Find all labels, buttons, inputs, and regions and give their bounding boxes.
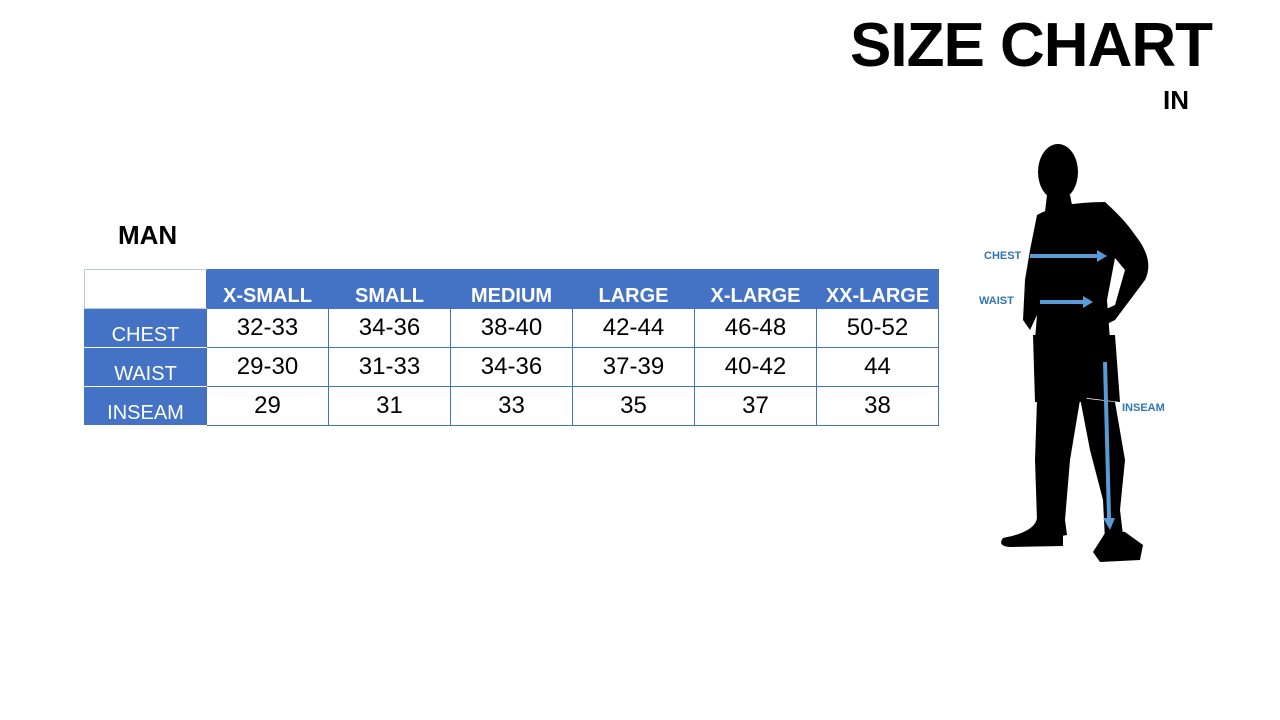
section-title: MAN: [118, 220, 178, 250]
waist-label: WAIST: [979, 295, 1014, 307]
cell: 46-48: [694, 308, 817, 348]
table-row: CHEST 32-33 34-36 38-40 42-44 46-48 50-5…: [84, 308, 939, 348]
cell: 29-30: [206, 347, 329, 387]
cell: 37: [694, 386, 817, 426]
unit-label: IN: [1163, 85, 1189, 115]
inseam-label: INSEAM: [1122, 402, 1165, 414]
size-table: X-SMALL SMALL MEDIUM LARGE X-LARGE XX-LA…: [84, 269, 939, 426]
row-label: CHEST: [84, 308, 207, 348]
chest-label: CHEST: [984, 250, 1022, 262]
column-header: SMALL: [328, 269, 451, 309]
cell: 32-33: [206, 308, 329, 348]
cell: 38-40: [450, 308, 573, 348]
column-header: XX-LARGE: [816, 269, 939, 309]
column-header: MEDIUM: [450, 269, 573, 309]
table-row: WAIST 29-30 31-33 34-36 37-39 40-42 44: [84, 347, 939, 387]
cell: 35: [572, 386, 695, 426]
cell: 34-36: [450, 347, 573, 387]
cell: 33: [450, 386, 573, 426]
cell: 37-39: [572, 347, 695, 387]
cell: 50-52: [816, 308, 939, 348]
column-header: X-SMALL: [206, 269, 329, 309]
cell: 29: [206, 386, 329, 426]
cell: 31: [328, 386, 451, 426]
table-row: INSEAM 29 31 33 35 37 38: [84, 386, 939, 426]
cell: 40-42: [694, 347, 817, 387]
cell: 44: [816, 347, 939, 387]
page-title: SIZE CHART: [850, 11, 1213, 80]
cell: 42-44: [572, 308, 695, 348]
column-header: X-LARGE: [694, 269, 817, 309]
corner-cell: [84, 269, 207, 309]
row-label: WAIST: [84, 347, 207, 387]
row-label: INSEAM: [84, 386, 207, 426]
silhouette-icon: [1001, 144, 1149, 562]
body-figure: CHEST WAIST INSEAM: [975, 140, 1175, 565]
column-header: LARGE: [572, 269, 695, 309]
cell: 38: [816, 386, 939, 426]
cell: 34-36: [328, 308, 451, 348]
header-row: X-SMALL SMALL MEDIUM LARGE X-LARGE XX-LA…: [84, 269, 939, 309]
cell: 31-33: [328, 347, 451, 387]
